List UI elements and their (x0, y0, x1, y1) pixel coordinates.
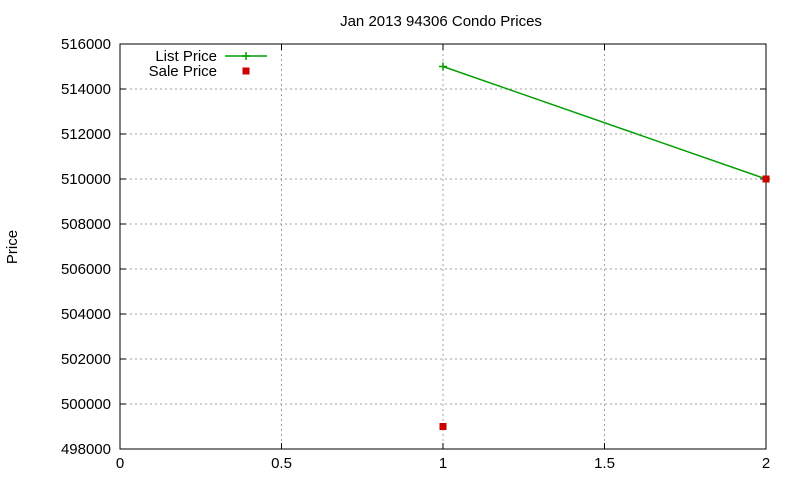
x-tick-label: 1 (439, 455, 447, 472)
y-tick-label: 506000 (61, 261, 111, 278)
y-tick-label: 502000 (61, 351, 111, 368)
x-tick-label: 0.5 (271, 455, 292, 472)
series-layer (439, 62, 770, 430)
list-price-point (439, 62, 447, 71)
y-tick-label: 500000 (61, 396, 111, 413)
y-tick-label: 512000 (61, 126, 111, 143)
list-price-line (442, 65, 767, 180)
legend-label-list-price: List Price (155, 48, 217, 65)
grid (120, 44, 766, 449)
chart-title: Jan 2013 94306 Condo Prices (340, 13, 542, 30)
y-tick-label: 498000 (61, 441, 111, 458)
y-axis-label: Price (4, 230, 21, 264)
legend-marker-sale-price (242, 67, 250, 75)
legend-marker-list-price (242, 52, 250, 60)
x-tick-label: 0 (116, 455, 124, 472)
sale-price-point (762, 175, 770, 183)
y-tick-label: 514000 (61, 81, 111, 98)
axis-ticks: 498000 500000 502000 504000 506000 508000 5100… (61, 36, 770, 472)
y-tick-label: 510000 (61, 171, 111, 188)
x-tick-label: 2 (762, 455, 770, 472)
y-tick-label: 508000 (61, 216, 111, 233)
x-tick-label: 1.5 (594, 455, 615, 472)
y-tick-label: 504000 (61, 306, 111, 323)
legend-label-sale-price: Sale Price (149, 63, 217, 80)
sale-price-point (439, 423, 447, 430)
y-tick-label: 516000 (61, 36, 111, 53)
